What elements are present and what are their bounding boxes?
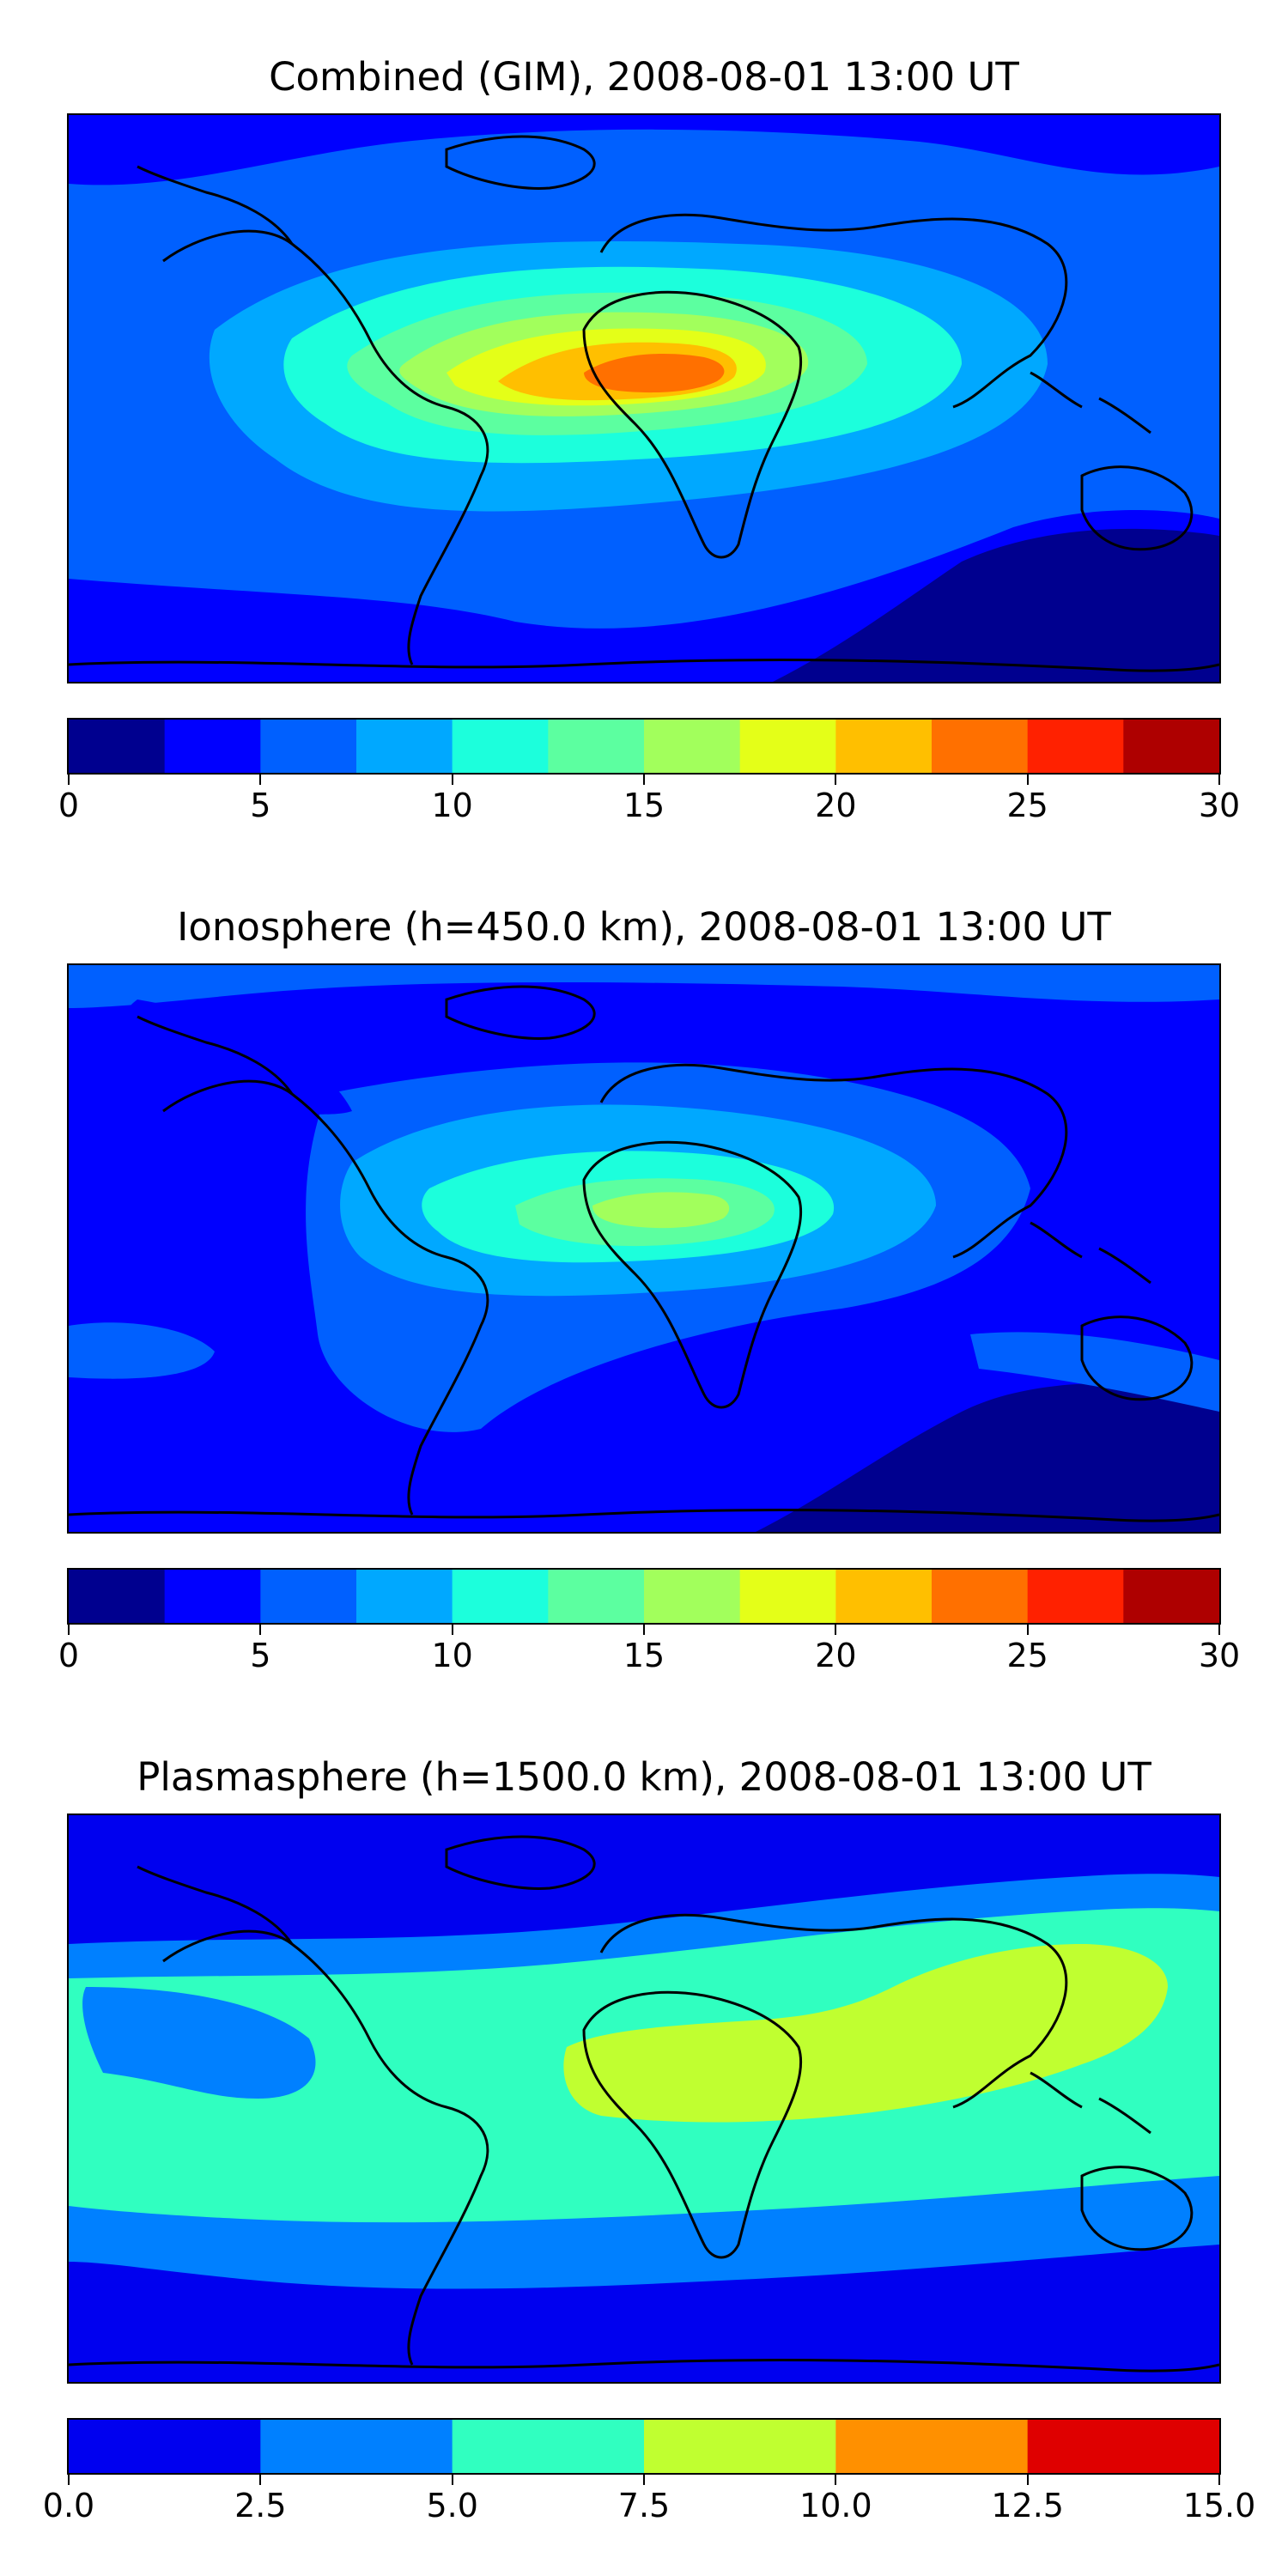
colorbar-2-tick-label: 30 bbox=[1198, 1637, 1241, 1674]
colorbar-3-tick bbox=[451, 2475, 453, 2485]
colorbar-2-swatch bbox=[356, 1570, 453, 1623]
colorbar-2-swatch bbox=[1027, 1570, 1124, 1623]
colorbar-2-swatch bbox=[164, 1570, 261, 1623]
plasmasphere-map bbox=[67, 1814, 1221, 2384]
colorbar-2-tick bbox=[259, 1625, 262, 1635]
colorbar-1-swatch bbox=[1123, 720, 1219, 773]
colorbar-2-tick-label: 25 bbox=[1006, 1637, 1048, 1674]
panel-2-colorbar bbox=[67, 1568, 1221, 1625]
colorbar-1-tick-label: 0 bbox=[58, 787, 80, 824]
colorbar-2-tick bbox=[835, 1625, 837, 1635]
colorbar-1-tick-label: 20 bbox=[815, 787, 857, 824]
colorbar-1-tick bbox=[259, 775, 262, 785]
colorbar-1-tick bbox=[68, 775, 70, 785]
colorbar-2-swatch bbox=[932, 1570, 1029, 1623]
colorbar-3-swatch bbox=[835, 2420, 1029, 2473]
colorbar-1-tick bbox=[643, 775, 645, 785]
colorbar-3-tick-label: 15.0 bbox=[1182, 2487, 1256, 2524]
colorbar-1-tick-label: 10 bbox=[431, 787, 473, 824]
colorbar-3-swatch bbox=[1027, 2420, 1219, 2473]
panel-2-title: Ionosphere (h=450.0 km), 2008-08-01 13:0… bbox=[177, 904, 1111, 950]
combined-gim-map bbox=[67, 113, 1221, 683]
colorbar-1-swatch bbox=[644, 720, 741, 773]
colorbar-1-swatch bbox=[356, 720, 453, 773]
colorbar-3-tick-label: 7.5 bbox=[617, 2487, 671, 2524]
colorbar-1-tick bbox=[1218, 775, 1220, 785]
colorbar-2-tick-label: 0 bbox=[58, 1637, 80, 1674]
panel-1-colorbar bbox=[67, 718, 1221, 775]
colorbar-2-tick-label: 5 bbox=[250, 1637, 271, 1674]
colorbar-2-swatch bbox=[69, 1570, 166, 1623]
colorbar-2-swatch bbox=[548, 1570, 645, 1623]
colorbar-1-swatch bbox=[164, 720, 261, 773]
colorbar-1-tick bbox=[835, 775, 837, 785]
colorbar-1-tick-label: 30 bbox=[1198, 787, 1241, 824]
colorbar-3-tick bbox=[1026, 2475, 1029, 2485]
colorbar-2-swatch bbox=[1123, 1570, 1219, 1623]
colorbar-2-tick-label: 15 bbox=[623, 1637, 665, 1674]
colorbar-3-swatch bbox=[260, 2420, 453, 2473]
colorbar-2-swatch bbox=[452, 1570, 549, 1623]
colorbar-3-tick bbox=[68, 2475, 70, 2485]
colorbar-3-tick-label: 0.0 bbox=[42, 2487, 95, 2524]
colorbar-2-swatch bbox=[644, 1570, 741, 1623]
colorbar-2-swatch bbox=[260, 1570, 357, 1623]
colorbar-1-tick-label: 15 bbox=[623, 787, 665, 824]
colorbar-2-swatch bbox=[835, 1570, 933, 1623]
ionosphere-map bbox=[67, 963, 1221, 1534]
colorbar-3-swatch bbox=[644, 2420, 836, 2473]
colorbar-2-tick bbox=[1218, 1625, 1220, 1635]
colorbar-1-swatch bbox=[835, 720, 933, 773]
colorbar-1-tick-label: 5 bbox=[250, 787, 271, 824]
panel-1-title: Combined (GIM), 2008-08-01 13:00 UT bbox=[269, 54, 1019, 100]
colorbar-3-tick-label: 10.0 bbox=[799, 2487, 872, 2524]
colorbar-1-tick bbox=[1026, 775, 1029, 785]
colorbar-3-tick bbox=[835, 2475, 837, 2485]
colorbar-1-tick bbox=[451, 775, 453, 785]
colorbar-1-swatch bbox=[1027, 720, 1124, 773]
colorbar-1-swatch bbox=[452, 720, 549, 773]
colorbar-2-tick-label: 20 bbox=[815, 1637, 857, 1674]
colorbar-2-tick bbox=[451, 1625, 453, 1635]
colorbar-3-swatch bbox=[452, 2420, 645, 2473]
colorbar-2-tick bbox=[68, 1625, 70, 1635]
colorbar-1-swatch bbox=[69, 720, 166, 773]
colorbar-3-swatch bbox=[69, 2420, 261, 2473]
colorbar-1-tick-label: 25 bbox=[1006, 787, 1048, 824]
colorbar-1-swatch bbox=[932, 720, 1029, 773]
colorbar-3-tick bbox=[1218, 2475, 1220, 2485]
colorbar-3-tick-label: 12.5 bbox=[991, 2487, 1064, 2524]
colorbar-3-tick-label: 2.5 bbox=[234, 2487, 287, 2524]
colorbar-3-tick bbox=[643, 2475, 645, 2485]
colorbar-1-swatch bbox=[548, 720, 645, 773]
colorbar-1-swatch bbox=[260, 720, 357, 773]
colorbar-2-tick bbox=[1026, 1625, 1029, 1635]
colorbar-2-tick bbox=[643, 1625, 645, 1635]
colorbar-3-tick-label: 5.0 bbox=[426, 2487, 478, 2524]
colorbar-2-tick-label: 10 bbox=[431, 1637, 473, 1674]
panel-3-colorbar bbox=[67, 2418, 1221, 2475]
colorbar-2-swatch bbox=[739, 1570, 836, 1623]
colorbar-3-tick bbox=[259, 2475, 262, 2485]
colorbar-1-swatch bbox=[739, 720, 836, 773]
panel-3-title: Plasmasphere (h=1500.0 km), 2008-08-01 1… bbox=[137, 1754, 1151, 1800]
